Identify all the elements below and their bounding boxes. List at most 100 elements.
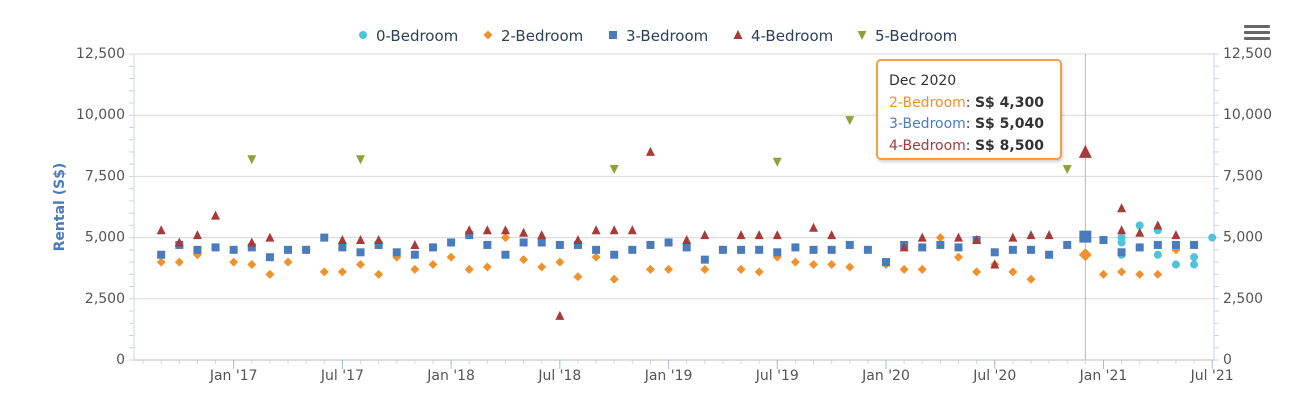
data-point-0-bedroom xyxy=(1135,221,1144,230)
data-point-2-bedroom xyxy=(573,272,583,282)
data-point-3-bedroom xyxy=(592,245,601,254)
y-tick-label-right: 12,500 xyxy=(1223,46,1272,62)
y-tick-label: 5,000 xyxy=(85,230,125,246)
data-point-0-bedroom xyxy=(1117,233,1126,242)
y-tick-label-right: 7,500 xyxy=(1223,168,1263,184)
data-point-2-bedroom xyxy=(1153,269,1163,279)
data-point-3-bedroom xyxy=(845,240,854,249)
data-point-3-bedroom xyxy=(610,250,619,259)
hamburger-menu-icon[interactable] xyxy=(1244,22,1270,44)
data-point-3-bedroom xyxy=(755,245,764,254)
data-point-5-bedroom xyxy=(247,155,257,165)
data-point-2-bedroom xyxy=(156,257,166,267)
data-point-4-bedroom xyxy=(1117,225,1127,235)
data-point-3-bedroom xyxy=(320,233,329,242)
data-point-3-bedroom xyxy=(302,245,311,254)
data-point-3-bedroom xyxy=(1045,250,1054,259)
data-point-3-bedroom xyxy=(501,250,510,259)
x-tick-label: Jul '19 xyxy=(755,368,799,384)
data-point-0-bedroom xyxy=(1171,260,1180,269)
data-point-2-bedroom xyxy=(1026,274,1036,284)
data-point-3-bedroom xyxy=(1135,243,1144,252)
data-point-4-bedroom xyxy=(953,232,963,242)
data-point-4-bedroom xyxy=(990,259,1000,269)
data-point-0-bedroom xyxy=(1190,260,1199,269)
data-point-3-bedroom xyxy=(1117,248,1126,257)
data-point-2-bedroom xyxy=(410,264,420,274)
data-point-4-bedroom xyxy=(682,235,692,245)
data-point-4-bedroom xyxy=(1078,144,1092,158)
data-point-3-bedroom xyxy=(265,253,274,262)
data-point-4-bedroom xyxy=(972,235,982,245)
data-point-3-bedroom xyxy=(157,250,166,259)
data-point-4-bedroom xyxy=(809,222,819,232)
tooltip-row-3-bedroom: 3-Bedroom: S$ 5,040 xyxy=(889,116,1044,132)
data-point-3-bedroom xyxy=(954,243,963,252)
data-point-3-bedroom xyxy=(1026,245,1035,254)
data-point-4-bedroom xyxy=(156,225,166,235)
data-point-4-bedroom xyxy=(555,310,565,320)
data-point-2-bedroom xyxy=(664,264,674,274)
x-tick-label: Jul '17 xyxy=(320,368,364,384)
legend-label: 2-Bedroom xyxy=(501,27,583,45)
data-point-4-bedroom xyxy=(519,227,529,237)
data-point-3-bedroom xyxy=(193,245,202,254)
data-point-2-bedroom xyxy=(700,264,710,274)
data-point-3-bedroom xyxy=(519,238,528,247)
legend-marker-0-bedroom xyxy=(359,31,367,39)
data-point-4-bedroom xyxy=(464,225,474,235)
legend-label: 3-Bedroom xyxy=(626,27,708,45)
data-point-4-bedroom xyxy=(247,237,257,247)
data-point-3-bedroom xyxy=(827,245,836,254)
data-point-4-bedroom xyxy=(482,225,492,235)
data-point-2-bedroom xyxy=(555,257,565,267)
data-point-2-bedroom xyxy=(845,262,855,272)
tooltip-value: S$ 5,040 xyxy=(974,116,1044,132)
data-point-4-bedroom xyxy=(265,232,275,242)
data-point-4-bedroom xyxy=(917,232,927,242)
x-tick-label: Jul '18 xyxy=(537,368,581,384)
data-point-2-bedroom xyxy=(609,274,619,284)
data-point-2-bedroom xyxy=(827,260,837,270)
y-tick-label-right: 2,500 xyxy=(1223,291,1263,307)
data-point-3-bedroom xyxy=(990,248,999,257)
data-point-2-bedroom xyxy=(1078,248,1092,262)
data-point-3-bedroom xyxy=(1063,240,1072,249)
data-point-0-bedroom xyxy=(1208,233,1217,242)
x-tick-label: Jan '17 xyxy=(209,368,258,384)
data-point-4-bedroom xyxy=(645,146,655,156)
tooltip-row-4-bedroom: 4-Bedroom: S$ 8,500 xyxy=(889,137,1044,154)
data-point-3-bedroom xyxy=(537,238,546,247)
data-point-3-bedroom xyxy=(229,245,238,254)
data-point-2-bedroom xyxy=(645,264,655,274)
data-point-2-bedroom xyxy=(537,262,547,272)
data-point-3-bedroom xyxy=(682,243,691,252)
data-point-3-bedroom xyxy=(1190,240,1199,249)
data-point-2-bedroom xyxy=(1135,269,1145,279)
data-point-2-bedroom xyxy=(1098,269,1108,279)
data-point-2-bedroom xyxy=(736,264,746,274)
data-point-4-bedroom xyxy=(537,230,547,240)
x-tick-label: Jan '18 xyxy=(426,368,475,384)
data-point-2-bedroom xyxy=(174,257,184,267)
tooltip-series-label: 2-Bedroom xyxy=(889,94,966,111)
data-point-3-bedroom xyxy=(247,243,256,252)
data-point-3-bedroom xyxy=(863,245,872,254)
data-point-2-bedroom xyxy=(319,267,329,277)
data-point-3-bedroom xyxy=(284,245,293,254)
tooltip-title: Dec 2020 xyxy=(889,73,957,89)
data-point-2-bedroom xyxy=(356,260,366,270)
data-point-5-bedroom xyxy=(609,165,619,175)
data-point-4-bedroom xyxy=(736,230,746,240)
data-point-4-bedroom xyxy=(772,230,782,240)
tooltip-series-label: 3-Bedroom xyxy=(889,116,966,132)
data-point-5-bedroom xyxy=(356,155,366,165)
data-point-2-bedroom xyxy=(374,269,384,279)
data-point-3-bedroom xyxy=(773,248,782,257)
legend-marker-3-bedroom xyxy=(609,31,617,39)
data-point-4-bedroom xyxy=(1117,203,1127,213)
data-point-3-bedroom xyxy=(447,238,456,247)
y-tick-label: 7,500 xyxy=(85,168,125,184)
tooltip-value: S$ 4,300 xyxy=(974,94,1044,111)
